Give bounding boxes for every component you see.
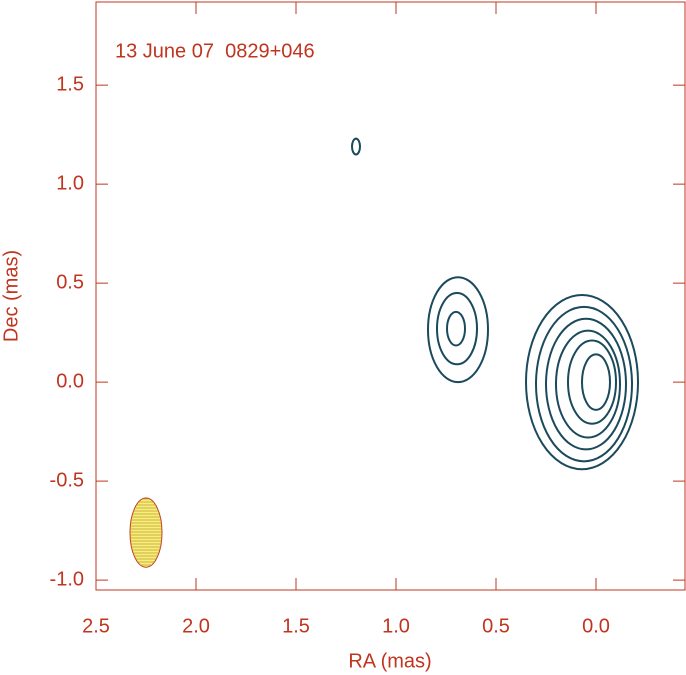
y-axis-label: Dec (mas) (0, 250, 22, 342)
contour (535, 305, 633, 463)
beam-hatch (130, 497, 162, 568)
contour (427, 276, 489, 384)
contour (446, 310, 466, 347)
y-tick-label: -1.0 (50, 568, 84, 590)
contour (351, 137, 361, 156)
x-tick-label: 0.5 (482, 615, 510, 637)
x-axis-label: RA (mas) (348, 650, 431, 672)
y-tick-label: -0.5 (50, 469, 84, 491)
contour (545, 317, 627, 451)
x-tick-label: 0.0 (582, 615, 610, 637)
contour (567, 339, 617, 425)
chart-title: 13 June 07 0829+046 (115, 40, 315, 62)
y-tick-label: 0.5 (56, 271, 84, 293)
x-tick-label: 1.0 (382, 615, 410, 637)
y-tick-label: 0.0 (56, 370, 84, 392)
y-tick-label: 1.0 (56, 172, 84, 194)
contour (525, 294, 639, 471)
contour (436, 292, 478, 366)
x-tick-label: 2.5 (82, 615, 110, 637)
contour (581, 353, 611, 411)
y-tick-label: 1.5 (56, 73, 84, 95)
plot-frame (95, 1, 686, 591)
contour (555, 329, 621, 439)
x-tick-label: 2.0 (182, 615, 210, 637)
x-tick-label: 1.5 (282, 615, 310, 637)
